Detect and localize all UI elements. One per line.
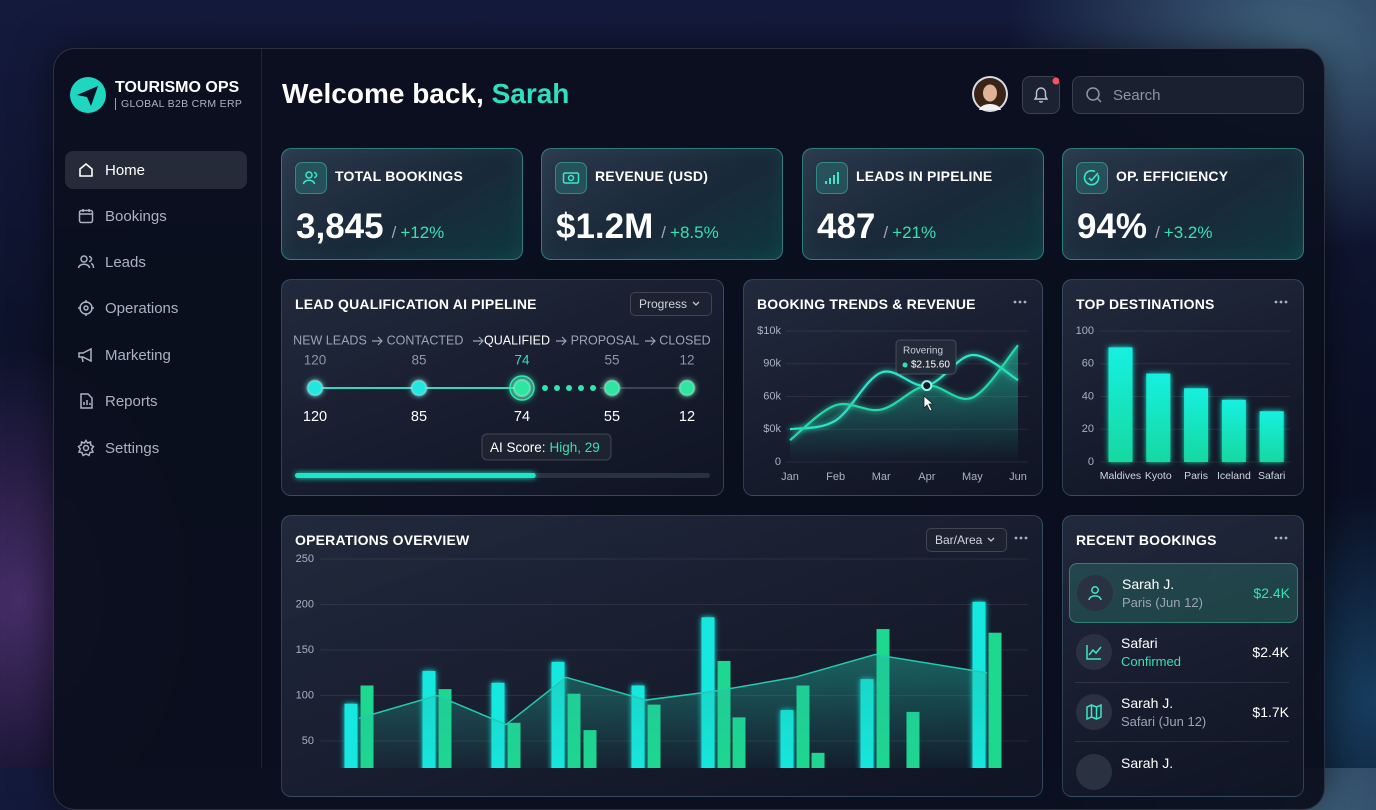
kpi-number: 94% — [1077, 207, 1148, 246]
avatar[interactable] — [971, 75, 1009, 113]
item-detail: Confirmed — [1121, 654, 1181, 669]
search-icon — [1086, 87, 1102, 103]
nav-label: Reports — [105, 392, 158, 410]
nav-item[interactable]: Leads — [65, 243, 247, 281]
kpi-separator: / — [661, 223, 667, 242]
item-name: Sarah J. — [1121, 695, 1174, 711]
kpi-icon — [555, 162, 587, 194]
kpi-change: +8.5% — [670, 223, 719, 242]
pipeline-card: LEAD QUALIFICATION AI PIPELINE Progress — [281, 279, 724, 496]
nav-item[interactable]: Marketing — [65, 336, 247, 374]
kpi-number: 487 — [817, 207, 876, 246]
nav-item[interactable]: Reports — [65, 382, 247, 420]
top-destinations-card: TOP DESTINATIONS — [1062, 279, 1304, 496]
kpi-change: +3.2% — [1163, 223, 1213, 242]
item-amount: $2.4K — [1253, 585, 1290, 601]
user-name: Sarah — [491, 78, 570, 109]
item-detail: Safari (Jun 12) — [1121, 714, 1207, 729]
item-amount: $2.4K — [1252, 644, 1289, 660]
search-placeholder: Search — [1113, 86, 1161, 104]
notifications[interactable] — [1022, 76, 1060, 114]
kpi-icon — [1076, 162, 1108, 194]
item-icon — [1076, 694, 1112, 730]
card-title: LEAD QUALIFICATION AI PIPELINE — [295, 296, 537, 312]
divider — [1075, 741, 1289, 742]
card-title: OPERATIONS OVERVIEW — [295, 532, 470, 548]
card-title: TOP DESTINATIONS — [1076, 296, 1215, 312]
kpi-number: 3,845 — [296, 207, 384, 246]
nav-item[interactable]: Home — [65, 151, 247, 189]
kpi-value: 487 /+21% — [817, 207, 936, 247]
nav-label: Bookings — [105, 207, 167, 225]
brand-name: TOURISMO OPS — [115, 79, 240, 96]
view-dropdown[interactable]: Progress — [630, 292, 713, 316]
kpi-separator: / — [391, 223, 397, 242]
kpi-value: $1.2M / +8.5% — [556, 207, 719, 247]
nav-label: Settings — [105, 439, 160, 457]
booking-item[interactable]: Sarah J. Safari (Jun 12) $1.7K — [1069, 683, 1296, 741]
kpi-icon — [295, 162, 327, 194]
item-icon — [1076, 634, 1112, 670]
booking-item[interactable]: Sarah J. Paris (Jun 12) $2.4K — [1069, 563, 1298, 623]
kpi-change: +12% — [400, 223, 445, 242]
kpi-card: TOTAL BOOKINGS 3,845 /+12% — [281, 148, 523, 260]
nav-label: Marketing — [105, 346, 171, 364]
nav-label: Leads — [105, 253, 146, 271]
nav-label: Operations — [105, 299, 179, 317]
kpi-title: LEADS IN PIPELINE — [856, 168, 993, 184]
nav-item[interactable]: Operations — [65, 289, 247, 327]
kpi-value: 3,845 /+12% — [296, 207, 444, 247]
item-amount: $1.7K — [1252, 704, 1289, 720]
item-icon — [1076, 754, 1112, 790]
item-name: Safari — [1121, 635, 1158, 651]
kpi-value: 94% / +3.2% — [1077, 207, 1212, 247]
kpi-number: $1.2M — [556, 207, 654, 246]
card-title: RECENT BOOKINGS — [1076, 532, 1217, 548]
item-name: Sarah J. — [1122, 576, 1175, 592]
kpi-icon — [816, 162, 848, 194]
item-detail: Paris (Jun 12) — [1122, 595, 1203, 610]
brand-tagline: GLOBAL B2B CRM ERP — [121, 98, 243, 110]
kpi-title: TOTAL BOOKINGS — [335, 168, 464, 184]
brand-logo — [70, 77, 106, 113]
kpi-card: OP. EFFICIENCY 94% / +3.2% — [1062, 148, 1304, 260]
bell-icon — [1033, 77, 1060, 103]
kpi-separator: / — [883, 223, 889, 242]
kpi-card: REVENUE (USD) $1.2M / +8.5% — [541, 148, 783, 260]
brand-divider — [115, 98, 116, 110]
divider — [1075, 682, 1289, 683]
item-icon — [1077, 575, 1113, 611]
dropdown-label: Bar/Area — [935, 533, 983, 547]
view-dropdown[interactable]: Bar/Area — [926, 528, 1008, 552]
welcome: Welcome back, Sarah — [282, 78, 569, 110]
kpi-separator: / — [1155, 223, 1160, 242]
operations-card: OPERATIONS OVERVIEW Bar/Area — [281, 515, 1043, 797]
kpi-card: LEADS IN PIPELINE 487 /+21% — [802, 148, 1044, 260]
booking-item[interactable]: Sarah J. — [1069, 743, 1296, 801]
card-title: BOOKING TRENDS & REVENUE — [757, 296, 976, 312]
greeting: Welcome back, — [282, 78, 484, 109]
nav-item[interactable]: Bookings — [65, 197, 247, 235]
booking-trends-card: BOOKING TRENDS & REVENUE — [743, 279, 1043, 496]
kpi-change: +21% — [892, 223, 937, 242]
dropdown-label: Progress — [639, 297, 688, 311]
booking-item[interactable]: Safari Confirmed $2.4K — [1069, 623, 1296, 681]
kpi-title: REVENUE (USD) — [595, 168, 709, 184]
item-name: Sarah J. — [1121, 755, 1174, 771]
nav-item[interactable]: Settings — [65, 429, 247, 467]
nav-label: Home — [105, 161, 146, 179]
search-box[interactable]: Search — [1072, 76, 1304, 114]
kpi-title: OP. EFFICIENCY — [1116, 168, 1229, 184]
sidebar-divider — [261, 49, 262, 768]
